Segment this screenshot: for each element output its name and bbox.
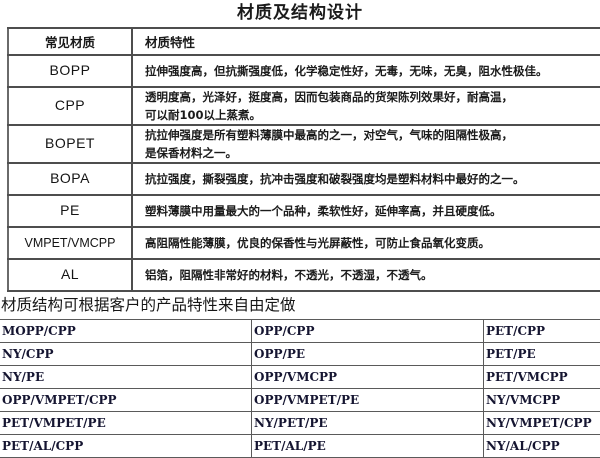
header-label-material-name: 常见材质 <box>45 35 95 50</box>
table-row: BOPA 抗拉强度，撕裂强度，抗冲击强度和破裂强度均是塑料材料中最好的之一。 <box>8 163 600 195</box>
material-desc: 高阻隔性能薄膜，优良的保香性与光屏蔽性，可防止食品氧化变质。 <box>145 236 490 250</box>
material-name-cell: BOPP <box>8 55 132 87</box>
material-name-cell: AL <box>8 259 132 291</box>
material-desc: 抗拉强度，撕裂强度，抗冲击强度和破裂强度均是塑料材料中最好的之一。 <box>145 172 525 186</box>
material-desc: 透明度高，光泽好，挺度高，因而包装商品的货架陈列效果好，耐高温，可以耐100以上… <box>145 90 513 122</box>
structure-cell: PET/CPP <box>484 320 600 343</box>
material-name: AL <box>61 266 79 282</box>
material-name: BOPA <box>50 170 90 186</box>
structure-cell: OPP/VMPET/PE <box>252 389 484 412</box>
materials-table-body: 常见材质 材质特性 BOPP 拉伸强度高，但抗撕强度低，化学稳定性好，无毒，无味… <box>8 28 600 291</box>
material-desc: 铝箔，阻隔性非常好的材料，不透光，不透湿，不透气。 <box>145 268 433 282</box>
structure-cell: OPP/PE <box>252 343 484 366</box>
structure-cell: PET/PE <box>484 343 600 366</box>
table-row: VMPET/VMCPP 高阻隔性能薄膜，优良的保香性与光屏蔽性，可防止食品氧化变… <box>8 227 600 259</box>
structure-cell: OPP/VMCPP <box>252 366 484 389</box>
material-desc: 塑料薄膜中用量最大的一个品种，柔软性好，延伸率高，并且硬度低。 <box>145 204 502 218</box>
material-desc-cell: 铝箔，阻隔性非常好的材料，不透光，不透湿，不透气。 <box>132 259 600 291</box>
material-name: CPP <box>55 97 85 113</box>
material-desc-cell: 抗拉伸强度是所有塑料薄膜中最高的之一，对空气，气味的阻隔性极高，是保香材料之一。 <box>132 125 600 163</box>
header-cell-material-property: 材质特性 <box>132 28 600 55</box>
structure-cell: PET/VMPET/PE <box>0 412 252 435</box>
table-row: PET/VMPET/PE NY/PET/PE NY/VMPET/CPP <box>0 412 600 435</box>
table-row: BOPET 抗拉伸强度是所有塑料薄膜中最高的之一，对空气，气味的阻隔性极高，是保… <box>8 125 600 163</box>
header-label-material-property: 材质特性 <box>145 35 195 50</box>
material-name-cell: BOPET <box>8 125 132 163</box>
structure-cell: PET/AL/CPP <box>0 435 252 458</box>
material-desc: 抗拉伸强度是所有塑料薄膜中最高的之一，对空气，气味的阻隔性极高，是保香材料之一。 <box>145 128 513 160</box>
table-row: OPP/VMPET/CPP OPP/VMPET/PE NY/VMCPP <box>0 389 600 412</box>
structure-cell: PET/AL/PE <box>252 435 484 458</box>
material-desc-cell: 塑料薄膜中用量最大的一个品种，柔软性好，延伸率高，并且硬度低。 <box>132 195 600 227</box>
structure-cell: NY/VMCPP <box>484 389 600 412</box>
material-desc-cell: 抗拉强度，撕裂强度，抗冲击强度和破裂强度均是塑料材料中最好的之一。 <box>132 163 600 195</box>
table-row: AL 铝箔，阻隔性非常好的材料，不透光，不透湿，不透气。 <box>8 259 600 291</box>
structure-cell: NY/VMPET/CPP <box>484 412 600 435</box>
table-row: PET/AL/CPP PET/AL/PE NY/AL/CPP <box>0 435 600 458</box>
table-row: MOPP/CPP OPP/CPP PET/CPP <box>0 320 600 343</box>
material-name-cell: BOPA <box>8 163 132 195</box>
material-name: VMPET/VMCPP <box>25 236 116 250</box>
material-name-cell: PE <box>8 195 132 227</box>
material-desc-cell: 透明度高，光泽好，挺度高，因而包装商品的货架陈列效果好，耐高温，可以耐100以上… <box>132 87 600 125</box>
table-row: NY/CPP OPP/PE PET/PE <box>0 343 600 366</box>
material-name-cell: CPP <box>8 87 132 125</box>
materials-table: 常见材质 材质特性 BOPP 拉伸强度高，但抗撕强度低，化学稳定性好，无毒，无味… <box>7 27 600 292</box>
structure-cell: NY/AL/CPP <box>484 435 600 458</box>
structure-cell: NY/PET/PE <box>252 412 484 435</box>
materials-table-header-row: 常见材质 材质特性 <box>8 28 600 55</box>
table-row: PE 塑料薄膜中用量最大的一个品种，柔软性好，延伸率高，并且硬度低。 <box>8 195 600 227</box>
structures-table: MOPP/CPP OPP/CPP PET/CPP NY/CPP OPP/PE P… <box>0 319 600 458</box>
table-row: BOPP 拉伸强度高，但抗撕强度低，化学稳定性好，无毒，无味，无臭，阻水性极佳。 <box>8 55 600 87</box>
page-title: 材质及结构设计 <box>0 0 600 27</box>
header-cell-material-name: 常见材质 <box>8 28 132 55</box>
structure-cell: PET/VMCPP <box>484 366 600 389</box>
material-desc-cell: 拉伸强度高，但抗撕强度低，化学稳定性好，无毒，无味，无臭，阻水性极佳。 <box>132 55 600 87</box>
material-desc: 拉伸强度高，但抗撕强度低，化学稳定性好，无毒，无味，无臭，阻水性极佳。 <box>145 64 548 78</box>
structure-caption: 材质结构可根据客户的产品特性来自由定做 <box>0 292 600 318</box>
material-name: PE <box>60 202 80 218</box>
material-desc-cell: 高阻隔性能薄膜，优良的保香性与光屏蔽性，可防止食品氧化变质。 <box>132 227 600 259</box>
table-row: CPP 透明度高，光泽好，挺度高，因而包装商品的货架陈列效果好，耐高温，可以耐1… <box>8 87 600 125</box>
structure-cell: NY/PE <box>0 366 252 389</box>
structure-cell: OPP/CPP <box>252 320 484 343</box>
material-name: BOPET <box>45 135 95 151</box>
structure-cell: MOPP/CPP <box>0 320 252 343</box>
table-row: NY/PE OPP/VMCPP PET/VMCPP <box>0 366 600 389</box>
material-name-cell: VMPET/VMCPP <box>8 227 132 259</box>
structure-cell: NY/CPP <box>0 343 252 366</box>
structure-cell: OPP/VMPET/CPP <box>0 389 252 412</box>
material-name: BOPP <box>50 62 91 78</box>
structures-table-body: MOPP/CPP OPP/CPP PET/CPP NY/CPP OPP/PE P… <box>0 320 600 458</box>
